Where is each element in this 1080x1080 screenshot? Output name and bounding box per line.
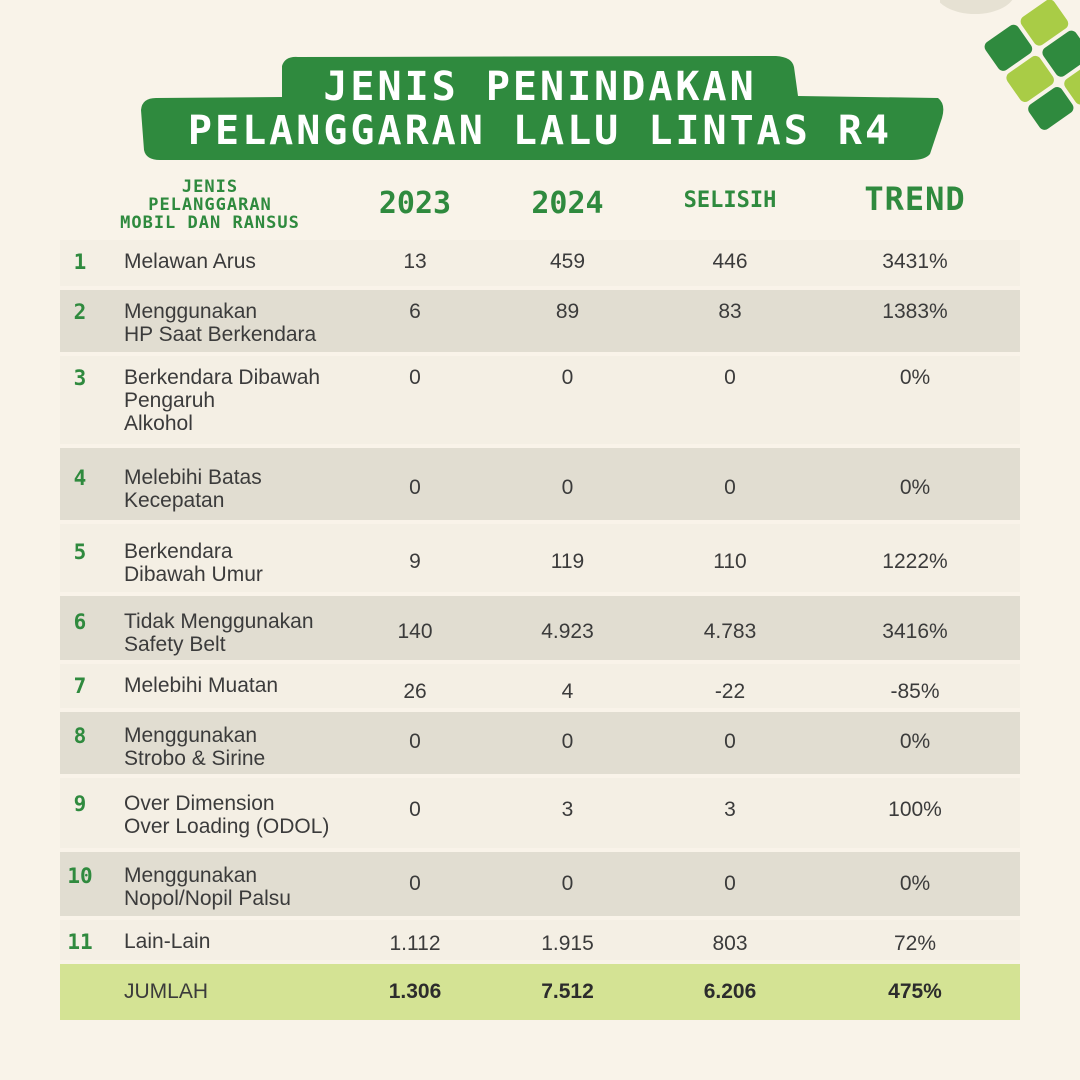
row-number: 5 [73, 540, 87, 564]
row-selisih: 83 [718, 300, 742, 323]
row-2024: 0 [561, 366, 574, 389]
row-selisih: -22 [714, 680, 746, 703]
table-row: 4 Melebihi Batas Kecepatan 0 0 0 0% [60, 448, 1020, 520]
row-selisih: 110 [713, 550, 747, 573]
row-name: Berkendara Dibawah Pengaruh Alkohol [124, 366, 321, 435]
row-2024: 0 [561, 476, 574, 499]
row-selisih: 0 [724, 872, 736, 895]
table-row: 5 Berkendara Dibawah Umur 9 119 110 1222… [60, 524, 1020, 592]
row-2023: 140 [397, 620, 433, 643]
row-trend: 1222% [882, 550, 948, 573]
row-number: 11 [67, 930, 93, 954]
row-trend: 72% [893, 932, 937, 955]
row-selisih: 803 [712, 932, 748, 955]
row-2023: 26 [403, 680, 427, 703]
row-2024: 459 [549, 250, 586, 273]
row-trend: 1383% [882, 300, 948, 323]
total-2024: 7.512 [541, 980, 594, 1003]
row-2023: 13 [403, 250, 427, 273]
row-2024: 3 [561, 798, 574, 821]
row-2024: 89 [555, 300, 580, 323]
row-2023: 0 [409, 476, 421, 499]
row-selisih: 0 [724, 366, 736, 389]
table-row: 11 Lain-Lain 1.112 1.915 803 72% [60, 920, 1020, 960]
row-selisih: 0 [724, 476, 736, 499]
row-name: Menggunakan Strobo & Sirine [124, 724, 266, 770]
row-number: 4 [73, 466, 87, 490]
row-trend: 3431% [882, 250, 948, 273]
table-header: JENIS PELANGGARAN MOBIL DAN RANSUS 2023 … [60, 176, 1020, 236]
title-banner-shape [141, 56, 944, 160]
row-trend: 0% [899, 730, 931, 753]
row-name: Menggunakan HP Saat Berkendara [124, 300, 317, 346]
row-name: Menggunakan Nopol/Nopil Palsu [124, 864, 291, 910]
total-selisih: 6.206 [703, 980, 757, 1003]
title-line-2: PELANGGARAN LALU LINTAS R4 [187, 108, 893, 154]
total-trend: 475% [888, 980, 942, 1003]
row-2023: 9 [409, 550, 421, 573]
row-selisih: 3 [724, 798, 736, 821]
row-trend: 0% [899, 366, 931, 389]
table-row: 6 Tidak Menggunakan Safety Belt 140 4.92… [60, 596, 1020, 660]
row-2023: 0 [409, 730, 421, 753]
header-selisih: SELISIH [683, 188, 777, 213]
row-2023: 0 [409, 798, 421, 821]
row-number: 2 [73, 300, 87, 324]
row-number: 7 [73, 674, 87, 698]
row-trend: 0% [899, 872, 931, 895]
row-trend: -85% [890, 680, 940, 703]
table-row: 2 Menggunakan HP Saat Berkendara 6 89 83… [60, 290, 1020, 352]
row-name: Melebihi Batas Kecepatan [124, 466, 262, 512]
table-row: 7 Melebihi Muatan 26 4 -22 -85% [60, 664, 1020, 708]
row-2024: 0 [561, 872, 574, 895]
title-banner: JENIS PENINDAKAN PELANGGARAN LALU LINTAS… [0, 0, 1080, 170]
header-2024: 2024 [531, 186, 604, 221]
row-name: Berkendara Dibawah Umur [124, 540, 263, 586]
header-jenis: JENIS PELANGGARAN MOBIL DAN RANSUS [120, 177, 300, 233]
row-number: 8 [73, 724, 87, 748]
table-row: 1 Melawan Arus 13 459 446 3431% [60, 240, 1020, 286]
table-row: 9 Over Dimension Over Loading (ODOL) 0 3… [60, 778, 1020, 848]
total-2023: 1.306 [388, 980, 442, 1003]
table-total-row: JUMLAH 1.306 7.512 6.206 475% [60, 964, 1020, 1020]
row-name: Tidak Menggunakan Safety Belt [124, 610, 314, 656]
row-2023: 1.112 [389, 932, 441, 955]
row-2023: 0 [409, 366, 421, 389]
header-trend: TREND [864, 180, 966, 218]
table-row: 8 Menggunakan Strobo & Sirine 0 0 0 0% [60, 712, 1020, 774]
row-trend: 0% [899, 476, 931, 499]
row-selisih: 4.783 [703, 620, 757, 643]
row-trend: 3416% [882, 620, 948, 643]
row-trend: 100% [888, 798, 942, 821]
row-2024: 4.923 [541, 620, 594, 643]
row-name: Lain-Lain [124, 930, 211, 953]
row-number: 6 [73, 610, 87, 634]
row-2024: 119 [550, 550, 585, 573]
row-2023: 6 [409, 300, 421, 323]
row-name: Melawan Arus [124, 250, 256, 273]
title-line-1: JENIS PENINDAKAN [323, 64, 757, 110]
row-number: 3 [73, 366, 87, 390]
total-label: JUMLAH [124, 980, 209, 1003]
row-selisih: 0 [724, 730, 736, 753]
row-name: Melebihi Muatan [124, 674, 279, 697]
row-number: 10 [67, 864, 93, 888]
row-2024: 1.915 [541, 932, 594, 955]
row-number: 9 [73, 792, 87, 816]
ketupat-decoration-icon [940, 0, 1080, 130]
row-2023: 0 [409, 872, 421, 895]
row-name: Over Dimension Over Loading (ODOL) [124, 792, 330, 838]
table-row: 3 Berkendara Dibawah Pengaruh Alkohol 0 … [60, 356, 1020, 444]
header-2023: 2023 [378, 186, 452, 221]
row-2024: 4 [561, 680, 574, 703]
row-2024: 0 [561, 730, 574, 753]
row-number: 1 [73, 250, 87, 274]
table-row: 10 Menggunakan Nopol/Nopil Palsu 0 0 0 0… [60, 852, 1020, 916]
row-selisih: 446 [712, 250, 748, 273]
